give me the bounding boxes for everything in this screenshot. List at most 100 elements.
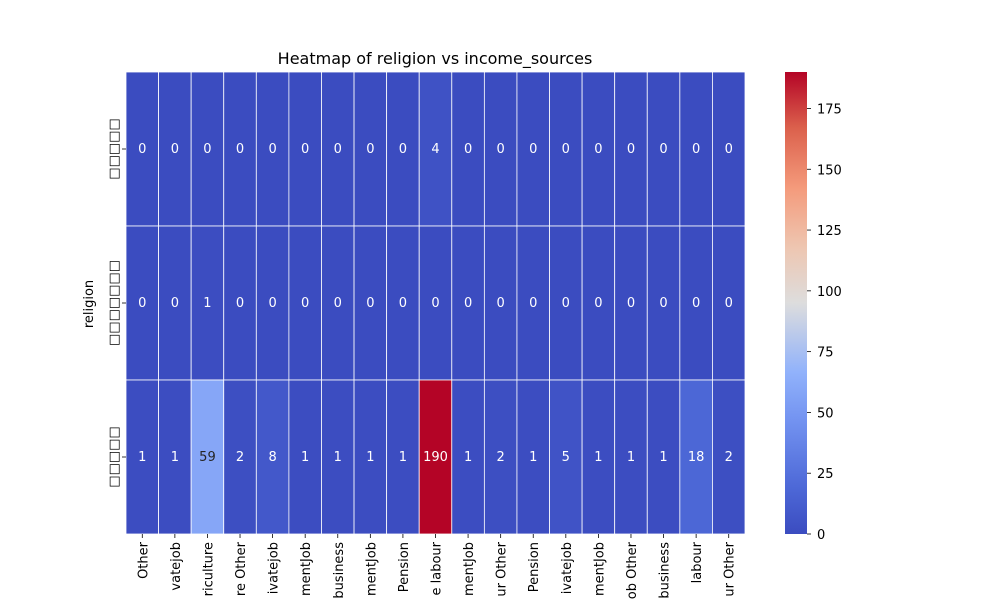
cell-value-label: 1 [464, 450, 472, 465]
cell-value-label: 1 [594, 450, 602, 465]
heatmap-cell [549, 71, 583, 227]
cell-value-label: 0 [236, 296, 244, 311]
cell-value-label: 8 [268, 450, 276, 465]
cell-value-label: 0 [301, 142, 309, 157]
x-tick-label: labour [690, 541, 705, 583]
heatmap-cell [125, 71, 159, 227]
heatmap-cell [190, 71, 225, 227]
heatmap-cell [679, 71, 713, 227]
heatmap-cell [353, 225, 388, 381]
cell-value-label: 0 [301, 296, 309, 311]
x-tick-label: mentJob [364, 542, 379, 596]
cell-value-label: 0 [268, 296, 276, 311]
heatmap-cell [679, 225, 713, 381]
cell-value-label: 1 [301, 450, 309, 465]
y-tick-label: □□□□□ [107, 118, 122, 179]
cell-value-label: 0 [138, 142, 146, 157]
heatmap-cell [418, 225, 453, 381]
heatmap-cell [255, 379, 290, 535]
heatmap-cell [646, 225, 681, 381]
heatmap-cell [483, 71, 518, 227]
heatmap-cell [353, 379, 388, 535]
cell-value-label: 5 [562, 450, 570, 465]
x-tick-label: ivatejob [560, 542, 575, 594]
colorbar-tick-label: 25 [817, 467, 834, 482]
cell-value-label: 0 [562, 142, 570, 157]
heatmap-cell [190, 225, 225, 381]
colorbar-ticks: 0 25 50 75 100 125 150 175 [807, 102, 842, 543]
x-tick-label: Pension [527, 542, 542, 592]
cell-value-label: 0 [138, 296, 146, 311]
cell-value-label: 0 [464, 296, 472, 311]
colorbar-tick-label: 75 [817, 346, 834, 361]
cell-value-label: 0 [692, 296, 700, 311]
heatmap-cell [418, 379, 453, 535]
cell-value-label: 0 [171, 142, 179, 157]
cell-value-label: 1 [203, 296, 211, 311]
y-axis-ticks: □□□□□□□□□□□□□□□□□ [107, 118, 126, 488]
heatmap-cell [418, 71, 453, 227]
cell-value-label: 0 [464, 142, 472, 157]
heatmap-cells [125, 71, 746, 535]
cell-value-label: 0 [594, 296, 602, 311]
cell-value-label: 2 [725, 450, 733, 465]
heatmap-cell [646, 379, 681, 535]
cell-value-label: 0 [594, 142, 602, 157]
cell-value-label: 4 [431, 142, 439, 157]
heatmap-cell [712, 225, 746, 381]
heatmap-cell [288, 225, 322, 381]
heatmap-cell [614, 379, 648, 535]
cell-value-label: 0 [334, 296, 342, 311]
cell-value-label: 0 [529, 296, 537, 311]
cell-value-label: 1 [659, 450, 667, 465]
x-tick-label: Other [136, 541, 151, 579]
heatmap-cell [158, 225, 192, 381]
y-tick-label: □□□□□□□ [107, 260, 122, 346]
colorbar-tick-label: 0 [817, 528, 825, 543]
cell-value-label: 2 [236, 450, 244, 465]
colorbar-tick-label: 50 [817, 406, 834, 421]
cell-value-label: 0 [203, 142, 211, 157]
heatmap-cell [483, 225, 518, 381]
cell-value-label: 1 [627, 450, 635, 465]
x-axis-ticks: Other vatejob riculture re Other ivatejob men… [136, 534, 738, 599]
x-tick-label: riculture [201, 542, 216, 596]
cell-value-label: 0 [236, 142, 244, 157]
cell-annotations: 0 0 0 0 0 0 0 0 0 4 0 0 0 0 0 0 0 0 0 0 0 1 0 0 0 0 0 0 0 0 0 0 0 0 0 0 0 0 1 1… [138, 142, 733, 465]
heatmap-cell [581, 379, 616, 535]
heatmap-cell [223, 379, 257, 535]
x-tick-label: business [332, 542, 347, 599]
cell-value-label: 0 [659, 296, 667, 311]
x-tick-label: e labour [430, 541, 445, 595]
cell-value-label: 0 [725, 296, 733, 311]
cell-value-label: 1 [399, 450, 407, 465]
x-tick-label: mentJob [462, 542, 477, 596]
x-tick-label: mentJob [299, 542, 314, 596]
cell-value-label: 1 [138, 450, 146, 465]
cell-value-label: 0 [497, 296, 505, 311]
colorbar-tick-label: 125 [817, 224, 842, 239]
y-axis-label: religion [82, 280, 97, 328]
cell-value-label: 0 [366, 296, 374, 311]
x-tick-label: ur Other [495, 541, 510, 596]
x-tick-label: mentJob [592, 542, 607, 596]
cell-value-label: 1 [334, 450, 342, 465]
cell-value-label: 0 [497, 142, 505, 157]
heatmap-cell [321, 379, 355, 535]
heatmap-cell [288, 71, 322, 227]
x-tick-label: ob Other [625, 541, 640, 599]
x-tick-label: ur Other [723, 541, 738, 596]
cell-value-label: 0 [366, 142, 374, 157]
cell-value-label: 0 [334, 142, 342, 157]
cell-value-label: 1 [366, 450, 374, 465]
cell-value-label: 0 [659, 142, 667, 157]
x-tick-label: re Other [234, 541, 249, 596]
cell-value-label: 0 [171, 296, 179, 311]
cell-value-label: 1 [529, 450, 537, 465]
heatmap-cell [158, 71, 192, 227]
y-tick-label: □□□□□ [107, 426, 122, 487]
cell-value-label: 2 [497, 450, 505, 465]
cell-value-label: 0 [692, 142, 700, 157]
cell-value-label: 1 [171, 450, 179, 465]
